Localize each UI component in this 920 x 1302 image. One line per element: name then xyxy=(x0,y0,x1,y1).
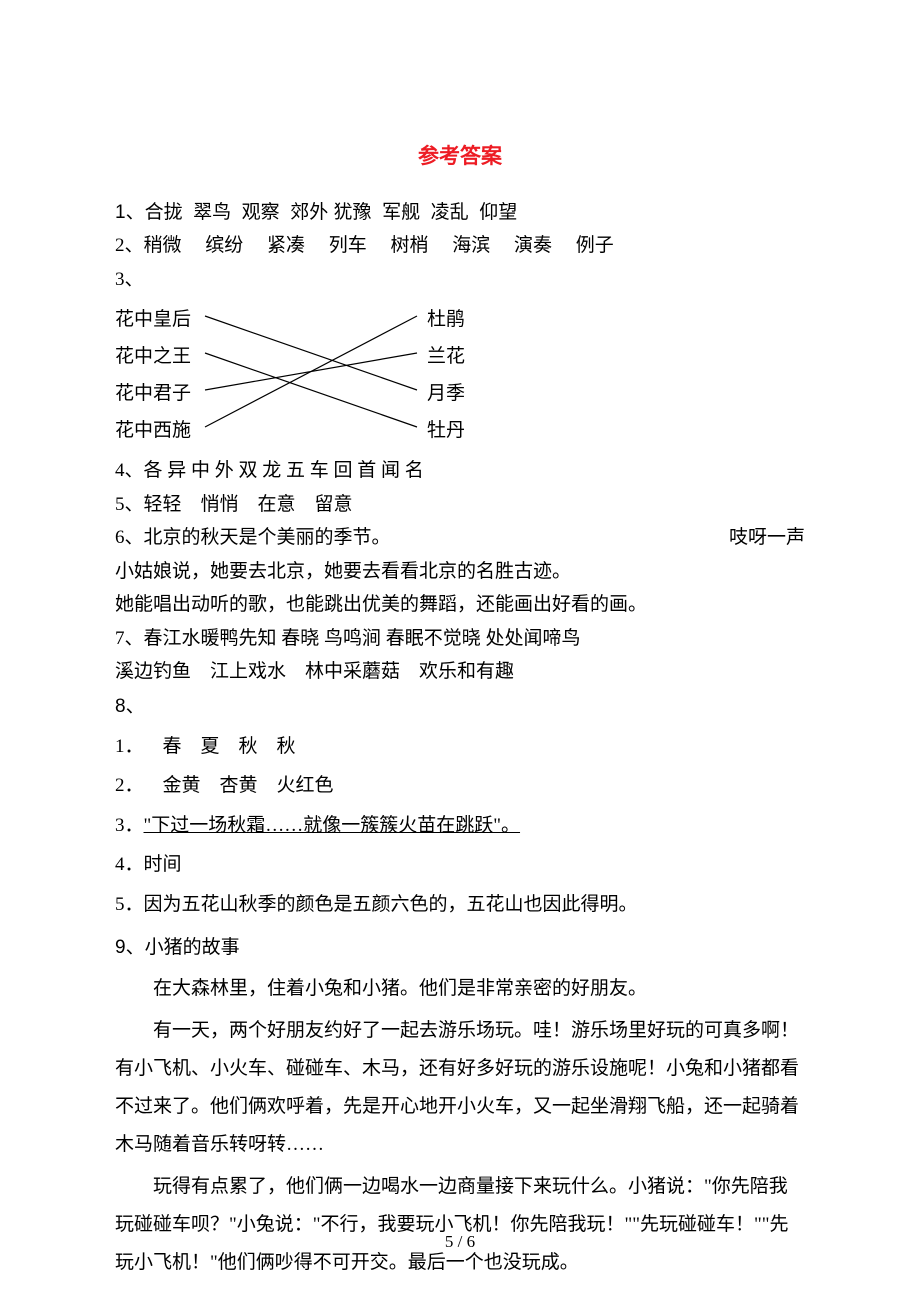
q8-3: 3．"下过一场秋霜……就像一簇簇火苗在跳跃"。 xyxy=(115,811,805,840)
answer-key-title: 参考答案 xyxy=(115,140,805,170)
q7-line-a: 7、春江水暖鸭先知 春晓 鸟鸣涧 春眠不觉晓 处处闻啼鸟 xyxy=(115,624,805,653)
q8-head: 8、 xyxy=(115,692,805,721)
q4-line: 4、各 异 中 外 双 龙 五 车 回 首 闻 名 xyxy=(115,456,805,485)
q9-paragraph-1: 在大森林里，住着小兔和小猪。他们是非常亲密的好朋友。 xyxy=(115,970,805,1008)
q9-paragraph-3: 玩得有点累了，他们俩一边喝水一边商量接下来玩什么。小猪说："你先陪我玩碰碰车呗？… xyxy=(115,1168,805,1282)
page-number: 5 / 6 xyxy=(0,1232,920,1252)
q6-line-b: 小姑娘说，她要去北京，她要去看看北京的名胜古迹。 xyxy=(115,557,805,586)
q6a-right: 吱呀一声 xyxy=(729,523,805,552)
q9-head: 9、小猪的故事 xyxy=(115,933,805,962)
match-right-item: 月季 xyxy=(427,378,465,405)
q8-1: 1． 春 夏 秋 秋 xyxy=(115,732,805,761)
match-edge xyxy=(205,353,417,427)
match-right-item: 牡丹 xyxy=(427,415,465,442)
q6-line-a: 6、北京的秋天是个美丽的季节。 吱呀一声 xyxy=(115,523,805,552)
match-edge xyxy=(205,316,417,390)
match-left-item: 花中之王 xyxy=(115,341,191,368)
q8-2: 2． 金黄 杏黄 火红色 xyxy=(115,771,805,800)
q8-3-underlined: "下过一场秋霜……就像一簇簇火苗在跳跃"。 xyxy=(144,815,521,836)
q7-line-b: 溪边钓鱼 江上戏水 林中采蘑菇 欢乐和有趣 xyxy=(115,657,805,686)
match-right-item: 兰花 xyxy=(427,341,465,368)
match-left-item: 花中西施 xyxy=(115,415,191,442)
match-left-item: 花中皇后 xyxy=(115,304,191,331)
q3-matching-diagram: 花中皇后 花中之王 花中君子 花中西施 杜鹃 兰花 月季 牡丹 xyxy=(115,300,465,450)
match-right-item: 杜鹃 xyxy=(427,304,465,331)
q9-paragraph-2: 有一天，两个好朋友约好了一起去游乐场玩。哇！游乐场里好玩的可真多啊！有小飞机、小… xyxy=(115,1012,805,1164)
q8-3-prefix: 3． xyxy=(115,815,144,836)
q8-5: 5．因为五花山秋季的颜色是五颜六色的，五花山也因此得明。 xyxy=(115,890,805,919)
q1-line: 1、合拢 翠鸟 观察 郊外 犹豫 军舰 凌乱 仰望 xyxy=(115,198,805,227)
q8-4: 4．时间 xyxy=(115,850,805,879)
q5-line: 5、轻轻 悄悄 在意 留意 xyxy=(115,490,805,519)
q3-head: 3、 xyxy=(115,265,805,294)
match-edge xyxy=(205,316,417,427)
q2-line: 2、稍微 缤纷 紧凑 列车 树梢 海滨 演奏 例子 xyxy=(115,231,805,260)
q6a-left: 6、北京的秋天是个美丽的季节。 xyxy=(115,523,391,552)
match-left-item: 花中君子 xyxy=(115,378,191,405)
q6-line-c: 她能唱出动听的歌，也能跳出优美的舞蹈，还能画出好看的画。 xyxy=(115,590,805,619)
